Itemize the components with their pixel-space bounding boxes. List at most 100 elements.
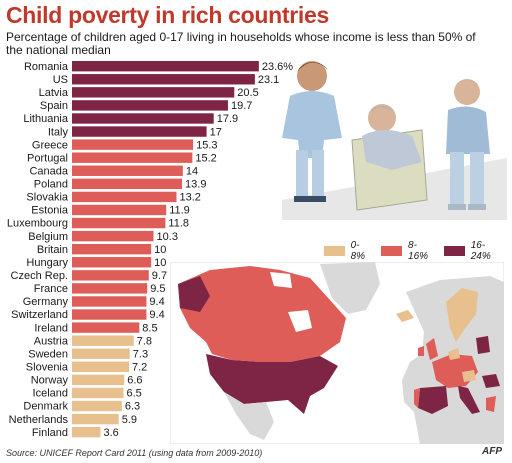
category-label-9: Poland xyxy=(34,179,68,191)
bar-5 xyxy=(72,126,207,137)
value-label-19: 9.4 xyxy=(149,309,164,321)
value-label-6: 15.3 xyxy=(196,139,217,151)
category-label-17: France xyxy=(34,283,68,295)
value-label-5: 17 xyxy=(210,126,222,138)
bar-26 xyxy=(72,400,122,412)
bar-0 xyxy=(72,61,259,72)
value-label-16: 9.7 xyxy=(152,270,167,282)
category-label-26: Denmark xyxy=(23,401,68,413)
category-label-6: Greece xyxy=(32,139,68,151)
value-label-4: 17.9 xyxy=(217,113,238,125)
bar-21 xyxy=(72,335,134,346)
afp-logo: AFP xyxy=(482,446,502,457)
category-label-25: Iceland xyxy=(33,388,68,400)
bar-19 xyxy=(72,309,147,320)
bar-11 xyxy=(72,204,167,216)
value-label-26: 6.3 xyxy=(125,401,140,413)
value-label-11: 11.9 xyxy=(169,205,190,217)
bar-8 xyxy=(72,165,183,176)
value-label-12: 11.8 xyxy=(168,218,189,230)
map-portugal xyxy=(414,388,420,408)
map-canada xyxy=(178,266,346,362)
bar-12 xyxy=(72,217,166,229)
world-map-icon xyxy=(170,262,504,444)
map-usa xyxy=(206,354,338,414)
bar-17 xyxy=(72,283,148,294)
category-label-19: Switzerland xyxy=(11,309,68,321)
category-label-23: Slovenia xyxy=(26,362,69,374)
value-label-15: 10 xyxy=(154,257,166,269)
bar-15 xyxy=(72,257,152,268)
category-label-18: Germany xyxy=(23,296,69,308)
bar-25 xyxy=(72,387,124,399)
bar-18 xyxy=(72,296,147,307)
value-label-22: 7.3 xyxy=(133,348,148,360)
category-label-24: Norway xyxy=(31,375,69,387)
bar-20 xyxy=(72,322,140,333)
bar-16 xyxy=(72,270,149,281)
category-label-20: Ireland xyxy=(34,322,68,334)
bar-6 xyxy=(72,139,194,150)
source-note: Source: UNICEF Report Card 2011 (using d… xyxy=(6,448,263,458)
map-romania xyxy=(482,374,500,388)
category-label-2: Latvia xyxy=(39,87,69,99)
bar-28 xyxy=(72,426,101,438)
legend-label-low: 0-8% xyxy=(350,240,366,262)
bar-24 xyxy=(72,374,125,386)
category-label-5: Italy xyxy=(48,126,69,138)
category-label-0: Romania xyxy=(24,61,69,73)
value-label-1: 23.1 xyxy=(258,74,279,86)
bar-14 xyxy=(72,243,152,255)
value-label-10: 13.2 xyxy=(180,192,201,204)
category-label-15: Hungary xyxy=(26,257,68,269)
category-label-8: Canada xyxy=(29,165,68,177)
chart-subtitle: Percentage of children aged 0-17 living … xyxy=(6,30,476,57)
map-britain xyxy=(426,338,438,360)
legend-label-mid: 8-16% xyxy=(408,240,429,262)
value-label-18: 9.4 xyxy=(149,296,164,308)
map-spain xyxy=(418,386,448,414)
bar-chart: Romania 23.6% US 23.1 Latvia 20.5 Spain 19.7 Lit… xyxy=(7,61,293,439)
value-label-27: 5.9 xyxy=(122,414,137,426)
value-label-24: 6.6 xyxy=(127,375,142,387)
legend-item-high: 16-24% xyxy=(444,240,503,262)
category-label-7: Portugal xyxy=(27,152,68,164)
bar-23 xyxy=(72,361,129,373)
value-label-3: 19.7 xyxy=(231,100,252,112)
bar-10 xyxy=(72,191,177,203)
value-label-9: 13.9 xyxy=(185,179,206,191)
chart-legend: 0-8% 8-16% 16-24% xyxy=(324,240,512,262)
value-label-2: 20.5 xyxy=(237,87,258,99)
category-label-16: Czech Rep. xyxy=(11,270,68,282)
legend-item-low: 0-8% xyxy=(324,240,372,262)
category-label-28: Finland xyxy=(32,427,68,439)
bar-27 xyxy=(72,413,119,425)
bar-7 xyxy=(72,152,193,163)
value-label-7: 15.2 xyxy=(195,152,216,164)
value-label-13: 10.3 xyxy=(157,231,178,243)
category-label-14: Britain xyxy=(37,244,68,256)
map-baltics xyxy=(476,336,490,354)
legend-swatch-mid xyxy=(381,246,403,256)
bar-22 xyxy=(72,348,130,359)
value-label-8: 14 xyxy=(186,165,198,177)
category-label-27: Netherlands xyxy=(9,414,69,426)
legend-label-high: 16-24% xyxy=(470,240,491,262)
bar-1 xyxy=(72,74,255,85)
category-label-4: Lithuania xyxy=(23,113,69,125)
value-label-0: 23.6% xyxy=(262,61,293,73)
value-label-20: 8.5 xyxy=(142,322,157,334)
legend-item-mid: 8-16% xyxy=(381,240,435,262)
category-label-3: Spain xyxy=(40,100,68,112)
bar-3 xyxy=(72,100,228,111)
category-label-21: Austria xyxy=(34,335,69,347)
category-label-10: Slovakia xyxy=(26,192,68,204)
map-ireland xyxy=(418,346,424,356)
bar-4 xyxy=(72,113,214,124)
children-illustration-icon xyxy=(282,61,507,220)
value-label-23: 7.2 xyxy=(132,362,147,374)
value-label-21: 7.8 xyxy=(137,335,152,347)
category-label-1: US xyxy=(53,74,68,86)
chart-title: Child poverty in rich countries xyxy=(6,2,329,28)
value-label-14: 10 xyxy=(154,244,166,256)
